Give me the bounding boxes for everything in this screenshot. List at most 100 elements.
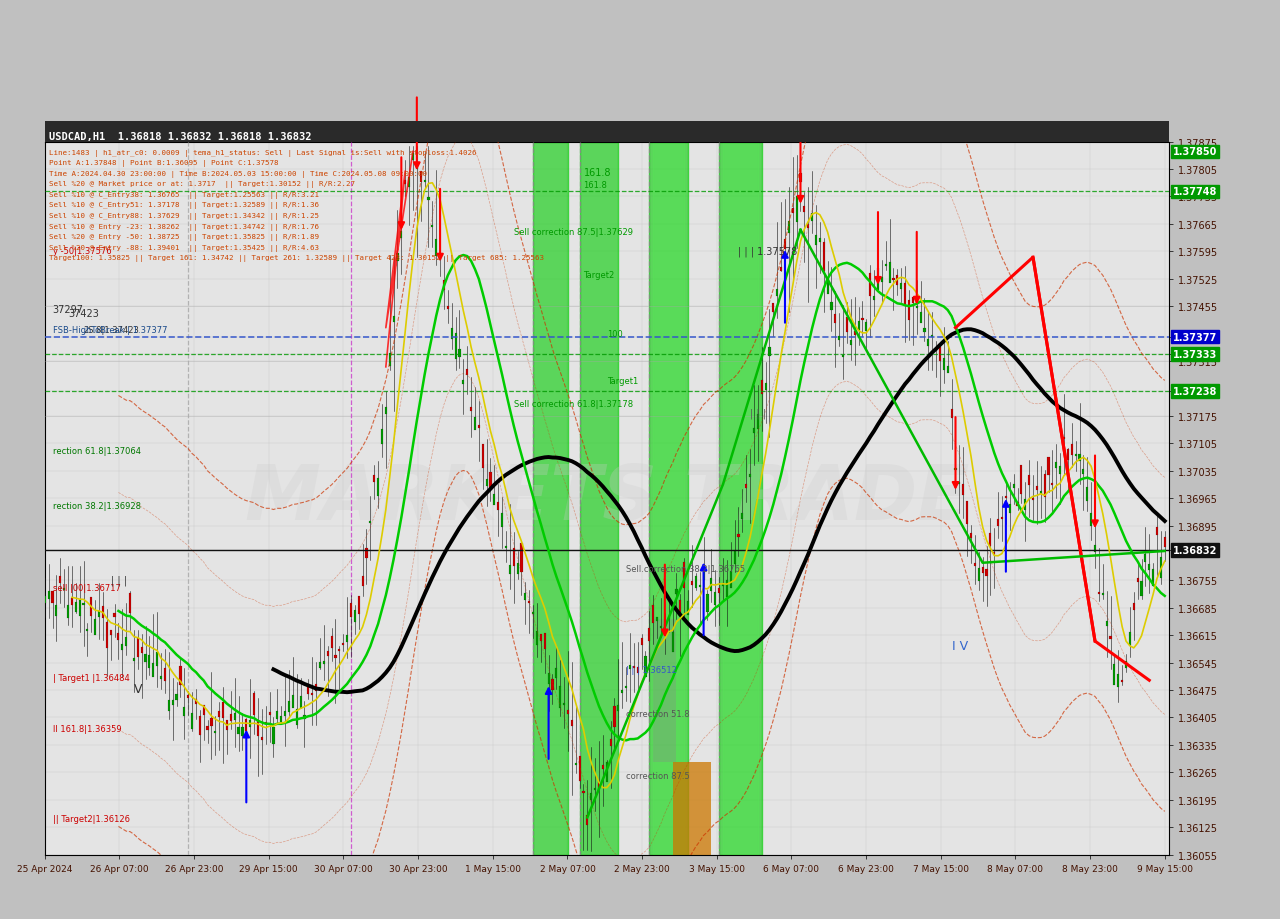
- Bar: [783, 240, 786, 249]
- Bar: [919, 312, 922, 323]
- Text: Sell %10 @ C_Entry51: 1.37178  || Target:1.32589 || R/R:1.36: Sell %10 @ C_Entry51: 1.37178 || Target:…: [49, 202, 319, 210]
- Text: Target1: Target1: [607, 376, 637, 385]
- Bar: [722, 584, 724, 586]
- Text: 161.8: 161.8: [584, 180, 607, 189]
- Bar: [749, 474, 751, 477]
- Bar: [172, 700, 174, 706]
- Bar: [493, 494, 495, 505]
- Bar: [214, 732, 216, 733]
- Bar: [1156, 528, 1158, 535]
- Bar: [99, 611, 100, 618]
- Bar: [923, 329, 925, 333]
- Text: correction 51.8: correction 51.8: [626, 709, 690, 718]
- Bar: [67, 606, 69, 618]
- Text: rection 61.8|1.37064: rection 61.8|1.37064: [52, 447, 141, 456]
- Bar: [82, 604, 84, 606]
- Bar: [1047, 458, 1050, 475]
- Bar: [86, 630, 88, 631]
- Bar: [869, 274, 872, 297]
- Bar: [772, 303, 774, 312]
- Bar: [723, 142, 758, 855]
- Text: rection 38.2|1.36928: rection 38.2|1.36928: [52, 502, 141, 510]
- Bar: [1110, 636, 1111, 640]
- Bar: [288, 701, 291, 712]
- Bar: [210, 719, 212, 726]
- Bar: [59, 577, 61, 583]
- Bar: [575, 763, 577, 766]
- Bar: [47, 592, 50, 599]
- Bar: [699, 585, 700, 587]
- Bar: [753, 428, 755, 434]
- Bar: [733, 551, 736, 564]
- Bar: [636, 667, 639, 674]
- Bar: [556, 668, 557, 678]
- Bar: [552, 679, 553, 690]
- Bar: [513, 548, 515, 567]
- Bar: [787, 221, 790, 233]
- Bar: [873, 297, 876, 301]
- Bar: [1087, 487, 1088, 502]
- Bar: [504, 546, 507, 548]
- Bar: [989, 533, 992, 547]
- Bar: [1043, 475, 1046, 497]
- Text: y -50|1.37576: y -50|1.37576: [52, 247, 111, 256]
- Bar: [648, 628, 650, 641]
- Bar: [90, 597, 92, 617]
- Bar: [408, 178, 410, 187]
- Bar: [508, 565, 511, 574]
- Bar: [579, 756, 581, 781]
- Bar: [764, 383, 767, 391]
- Bar: [334, 655, 337, 658]
- Bar: [1036, 486, 1038, 490]
- Bar: [175, 695, 178, 700]
- Bar: [571, 720, 573, 726]
- Bar: [966, 501, 968, 524]
- Bar: [311, 693, 314, 696]
- Bar: [424, 181, 426, 183]
- Bar: [401, 232, 402, 238]
- Bar: [458, 350, 461, 357]
- Text: 1.37850: 1.37850: [1172, 147, 1217, 157]
- Text: Sell %10 @ C_Entry88: 1.37629  || Target:1.34342 || R/R:1.25: Sell %10 @ C_Entry88: 1.37629 || Target:…: [49, 213, 319, 220]
- Bar: [122, 645, 123, 651]
- Bar: [412, 154, 413, 161]
- Bar: [454, 334, 457, 359]
- Text: | Target1 |1.36484: | Target1 |1.36484: [52, 674, 129, 683]
- Bar: [1079, 454, 1080, 461]
- Bar: [257, 721, 259, 736]
- Bar: [745, 484, 748, 489]
- Bar: [250, 720, 251, 728]
- Bar: [613, 706, 616, 728]
- Bar: [474, 418, 476, 430]
- Bar: [481, 444, 484, 469]
- Bar: [51, 591, 54, 604]
- Bar: [660, 627, 662, 629]
- Bar: [982, 567, 984, 573]
- Bar: [737, 535, 740, 538]
- Bar: [1094, 545, 1096, 552]
- Bar: [598, 782, 600, 789]
- Bar: [357, 596, 360, 614]
- Bar: [881, 278, 883, 283]
- Bar: [653, 142, 685, 855]
- Bar: [540, 634, 541, 641]
- Bar: [628, 665, 631, 669]
- Bar: [303, 715, 306, 720]
- Bar: [470, 407, 472, 412]
- Bar: [657, 618, 658, 622]
- Bar: [451, 329, 453, 339]
- Bar: [768, 347, 771, 357]
- Bar: [842, 356, 845, 357]
- Bar: [726, 580, 728, 596]
- Bar: [532, 142, 568, 855]
- Bar: [225, 720, 228, 731]
- Text: || Target2|1.36126: || Target2|1.36126: [52, 814, 129, 823]
- Text: Sell %20 @ Market price or at: 1.3717  || Target:1.30152 || R/R:2.27: Sell %20 @ Market price or at: 1.3717 ||…: [49, 181, 355, 188]
- Bar: [326, 652, 329, 656]
- Bar: [1144, 554, 1147, 562]
- Text: ll 161.8|1.36359: ll 161.8|1.36359: [52, 724, 122, 733]
- Bar: [865, 323, 868, 331]
- Text: | | | 1.36512: | | | 1.36512: [626, 665, 677, 675]
- Bar: [1137, 578, 1139, 583]
- Bar: [276, 711, 278, 719]
